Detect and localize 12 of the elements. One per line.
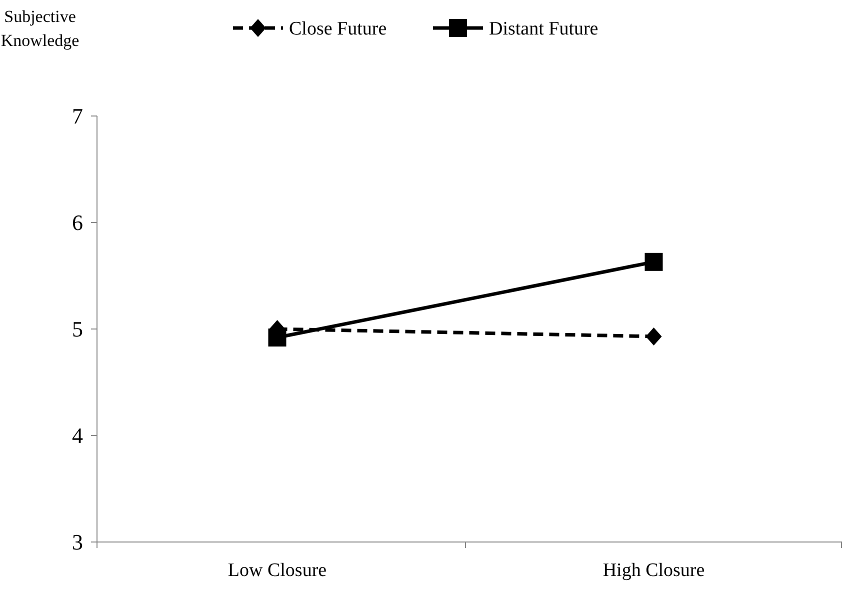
y-tick-label: 5 (72, 316, 83, 342)
y-tick-label: 7 (72, 104, 83, 129)
legend-label: Distant Future (489, 18, 598, 40)
y-tick-label: 4 (72, 423, 83, 448)
y-tick-label: 3 (72, 530, 83, 555)
x-tick-label: Low Closure (228, 560, 327, 581)
y-axis-title: Subjective Knowledge (0, 7, 80, 50)
legend-label: Close Future (289, 18, 387, 40)
y-tick-label: 6 (72, 210, 83, 236)
x-tick-label: High Closure (602, 560, 705, 581)
point (644, 252, 663, 271)
point (646, 327, 662, 346)
